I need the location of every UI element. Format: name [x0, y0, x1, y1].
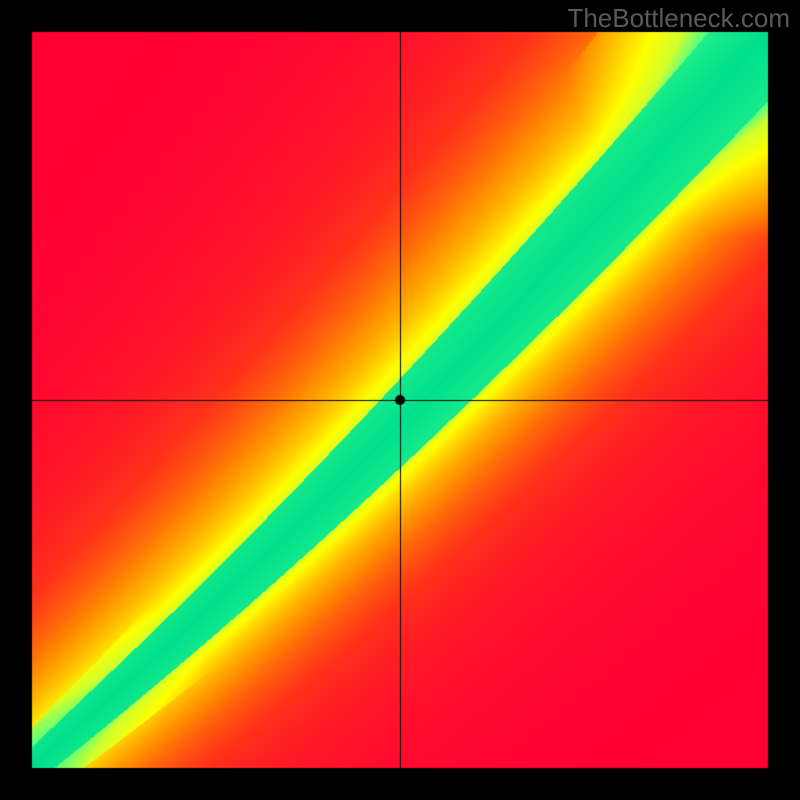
watermark-text: TheBottleneck.com — [567, 3, 790, 34]
bottleneck-heatmap — [0, 0, 800, 800]
chart-container: TheBottleneck.com — [0, 0, 800, 800]
